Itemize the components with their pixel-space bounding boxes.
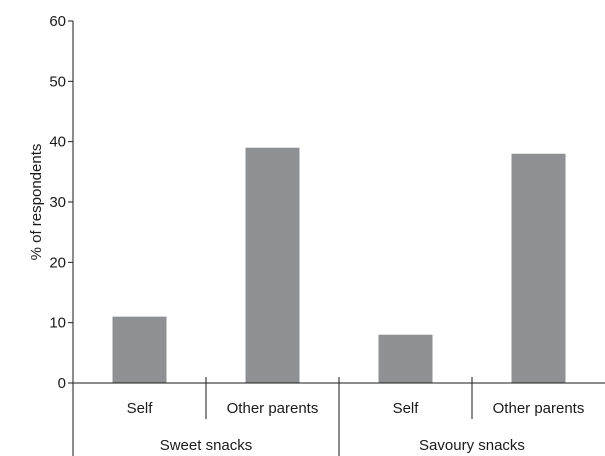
y-tick-label: 0 [58, 375, 66, 392]
y-tick-label: 40 [49, 134, 66, 151]
y-tick-label: 30 [49, 194, 66, 211]
bar [245, 147, 300, 383]
bar [112, 316, 167, 383]
y-axis: 0 10 20 30 40 50 60 [49, 13, 74, 392]
category-label: Other parents [493, 400, 585, 417]
bar [511, 153, 566, 383]
y-tick-label: 20 [49, 254, 66, 271]
bars [112, 147, 566, 383]
y-tick-label: 60 [49, 13, 66, 30]
y-tick-label: 50 [49, 73, 66, 90]
bar [378, 334, 433, 383]
group-label: Savoury snacks [419, 437, 525, 454]
category-label: Self [393, 400, 420, 417]
group-label: Sweet snacks [160, 437, 253, 454]
category-label: Self [127, 400, 154, 417]
y-axis-title: % of respondents [28, 144, 45, 261]
y-tick-label: 10 [49, 315, 66, 332]
category-label: Other parents [227, 400, 319, 417]
x-axis: Self Other parents Self Other parents Sweet … [72, 377, 605, 456]
